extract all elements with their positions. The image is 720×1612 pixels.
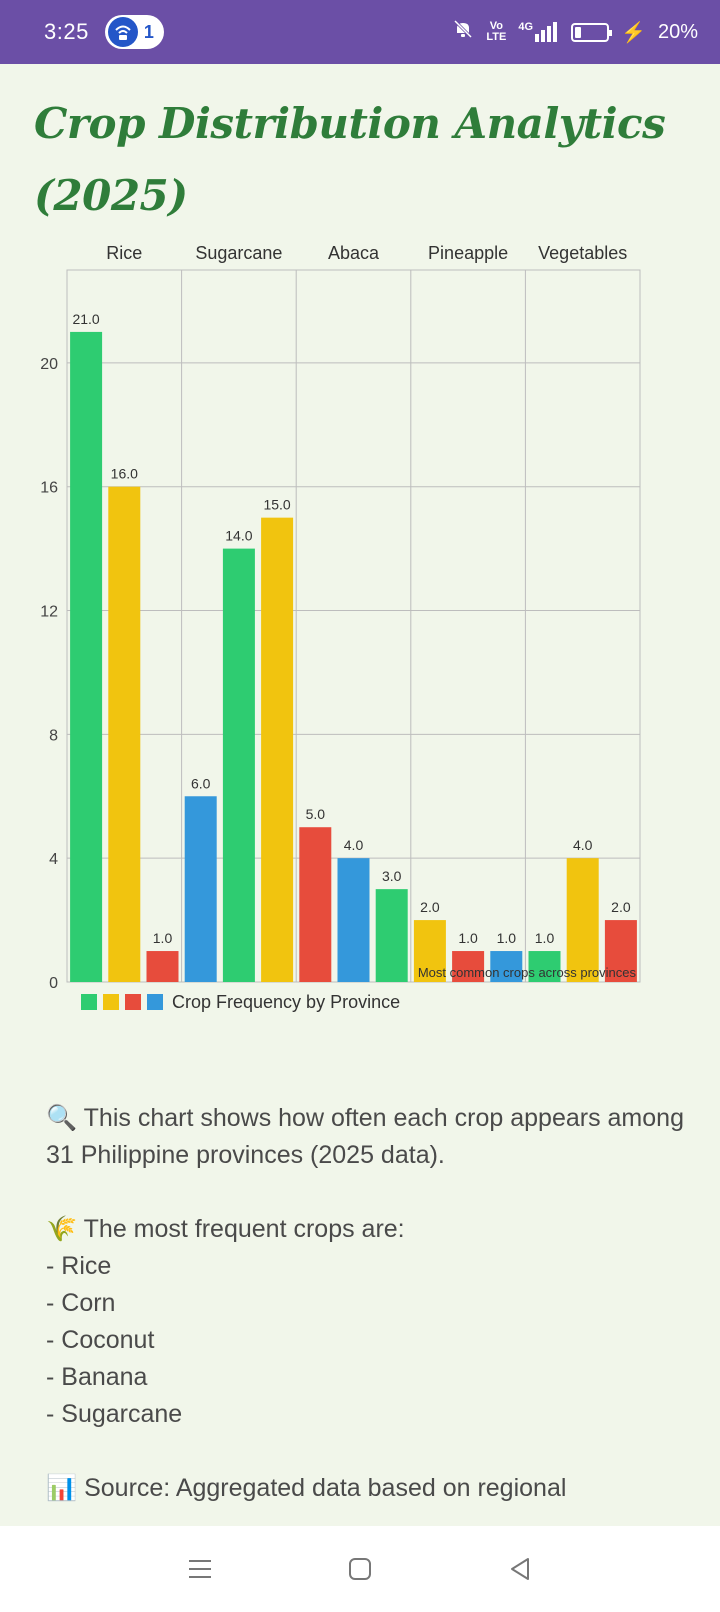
- status-bar: 3:25 1 Vo LTE 4G: [0, 0, 720, 64]
- category-label: Abaca: [328, 243, 380, 263]
- bar-value-label: 5.0: [306, 806, 326, 822]
- mute-icon: [452, 18, 474, 46]
- frequent-crops-section: 🌾 The most frequent crops are: - Rice - …: [46, 1211, 686, 1433]
- volte-label-top: Vo: [489, 20, 504, 32]
- list-item: - Banana: [46, 1363, 148, 1391]
- signal-label: 4G: [518, 21, 534, 33]
- bar-value-label: 14.0: [225, 528, 252, 544]
- notification-count: 1: [143, 21, 154, 42]
- status-time: 3:25: [44, 19, 89, 44]
- y-tick-label: 16: [40, 480, 58, 497]
- bar-value-label: 4.0: [573, 837, 593, 853]
- bar-value-label: 1.0: [153, 930, 173, 946]
- bar: [528, 951, 561, 982]
- battery-fill: [575, 26, 582, 38]
- category-label: Pineapple: [428, 243, 508, 263]
- y-tick-label: 4: [49, 851, 58, 868]
- signal-icon: [535, 22, 558, 42]
- scroll-content[interactable]: Crop Distribution Analytics (2025) 0 4 8 12…: [0, 64, 720, 1526]
- bar-value-label: 6.0: [191, 775, 211, 791]
- bar-value-label: 1.0: [458, 930, 478, 946]
- bar: [146, 951, 179, 982]
- bar: [261, 517, 294, 982]
- bar-value-label: 2.0: [611, 899, 631, 915]
- signal-indicator: 4G: [518, 22, 559, 42]
- bar: [604, 920, 637, 982]
- notification-badge[interactable]: 1: [104, 15, 164, 49]
- volte-label-bottom: LTE: [486, 31, 507, 43]
- bar: [452, 951, 485, 982]
- bar-value-label: 21.0: [72, 311, 99, 327]
- bar: [222, 548, 255, 982]
- category-label: Vegetables: [538, 243, 627, 263]
- chart-canvas: 0 4 8 12 16 20 Rice Sugarcane Abaca Pineapple Vege…: [40, 243, 641, 1012]
- y-tick-label: 8: [49, 727, 58, 744]
- bar: [108, 486, 141, 982]
- list-item: - Sugarcane: [46, 1400, 183, 1428]
- home-icon: [349, 1558, 371, 1580]
- frequent-heading: The most frequent crops are:: [83, 1215, 405, 1243]
- bar: [184, 796, 217, 982]
- chart-annotation: Most common crops across provinces: [418, 965, 637, 980]
- battery-percent: 20%: [657, 20, 698, 43]
- category-label: Sugarcane: [195, 243, 282, 263]
- menu-icon: [189, 1560, 211, 1578]
- rice-sheaf-icon: 🌾: [46, 1215, 78, 1243]
- bar-value-label: 1.0: [497, 930, 517, 946]
- crop-bar-chart: 0 4 8 12 16 20 Rice Sugarcane Abaca Pineapple Vege…: [0, 232, 720, 1112]
- charging-icon: ⚡: [621, 21, 646, 44]
- list-item: - Corn: [46, 1289, 116, 1317]
- intro-paragraph: 🔍 This chart shows how often each crop a…: [46, 1100, 686, 1174]
- legend-swatch: [103, 994, 119, 1010]
- navigation-bar: [0, 1526, 720, 1612]
- bar: [299, 827, 332, 982]
- legend-swatch: [81, 994, 97, 1010]
- bar-value-label: 2.0: [420, 899, 440, 915]
- source-text: Source: Aggregated data based on regiona…: [84, 1474, 567, 1502]
- bar-value-label: 15.0: [263, 497, 290, 513]
- volte-indicator: Vo LTE: [486, 21, 506, 43]
- bar: [566, 858, 599, 982]
- bar: [375, 889, 408, 982]
- y-tick-label: 20: [40, 356, 58, 373]
- bar-value-label: 16.0: [111, 466, 138, 482]
- bar: [70, 331, 103, 982]
- y-tick-label: 12: [40, 604, 58, 621]
- y-tick-label: 0: [49, 975, 58, 992]
- legend-swatch: [125, 994, 141, 1010]
- page-title: Crop Distribution Analytics (2025): [34, 99, 666, 220]
- bar-chart-icon: 📊: [46, 1474, 78, 1502]
- chart-description: 🔍 This chart shows how often each crop a…: [46, 1100, 686, 1526]
- category-label: Rice: [106, 243, 142, 263]
- bar-value-label: 1.0: [535, 930, 555, 946]
- bar-value-label: 3.0: [382, 868, 402, 884]
- hotspot-icon: [107, 17, 138, 47]
- battery-icon: [571, 22, 613, 42]
- back-icon: [511, 1558, 529, 1580]
- bar: [490, 951, 523, 982]
- home-button[interactable]: [330, 1539, 390, 1599]
- list-item: - Rice: [46, 1252, 112, 1280]
- back-button[interactable]: [490, 1539, 550, 1599]
- bar: [413, 920, 446, 982]
- legend-label: Crop Frequency by Province: [172, 992, 400, 1012]
- intro-text: This chart shows how often each crop app…: [46, 1104, 684, 1169]
- legend-swatch: [147, 994, 163, 1010]
- magnifier-icon: 🔍: [46, 1104, 78, 1132]
- list-item: - Coconut: [46, 1326, 155, 1354]
- bar-value-label: 4.0: [344, 837, 364, 853]
- menu-button[interactable]: [170, 1539, 230, 1599]
- bar: [337, 858, 370, 982]
- source-paragraph: 📊 Source: Aggregated data based on regio…: [46, 1470, 686, 1507]
